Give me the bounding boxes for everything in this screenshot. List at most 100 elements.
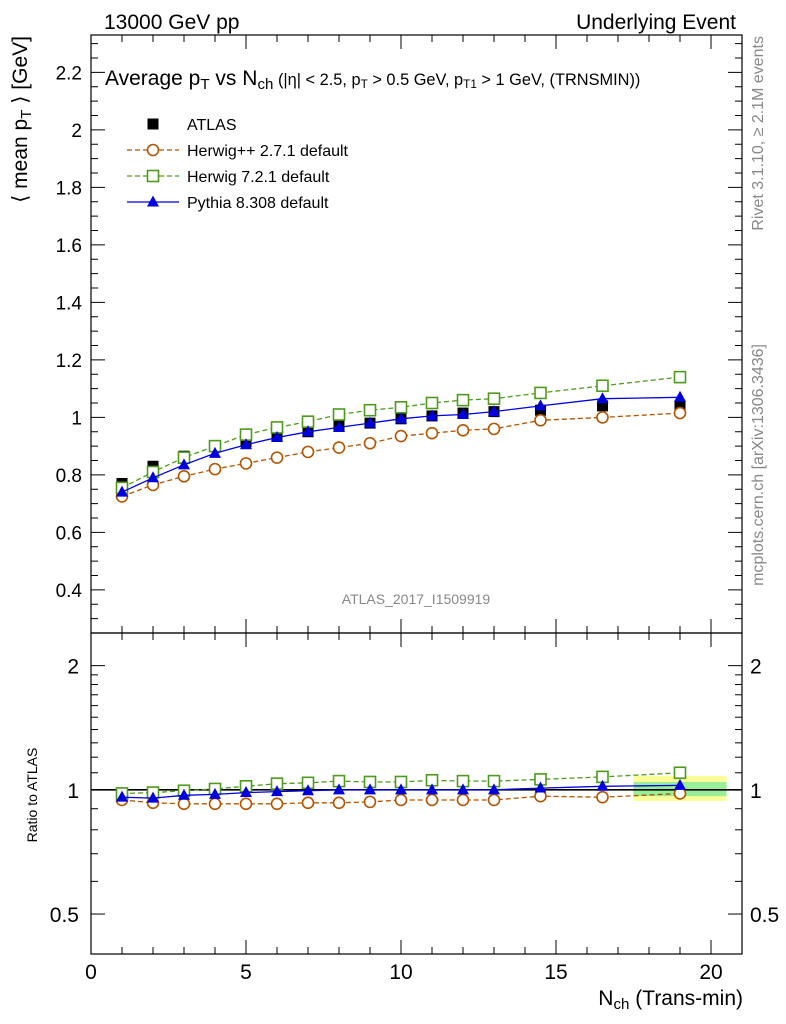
text-part: vs N	[210, 67, 258, 90]
series-line-herwig-2-7-1-default	[121, 412, 681, 498]
ratio-point	[673, 766, 687, 780]
ratio-point	[178, 788, 190, 800]
data-point	[487, 422, 501, 436]
text-part: T1	[463, 78, 477, 91]
ratio-point	[333, 783, 345, 795]
ratio-point	[363, 795, 377, 809]
x-tick-label: 15	[544, 961, 567, 984]
x-axis-label: Nch (Trans-min)	[598, 987, 743, 1013]
x-tick-label: 10	[389, 961, 412, 984]
legend-marker	[147, 118, 159, 130]
ratio-point	[457, 783, 469, 795]
data-point	[301, 445, 315, 459]
mcplots-label: mcplots.cern.ch [arXiv:1306.3436]	[750, 344, 767, 586]
data-point	[456, 424, 470, 437]
data-point	[333, 420, 345, 432]
main-panel: 0.4 0.6 0.8 1 1.2 1.4 1.6 1.8 2 2.2 ATLAS_2017_I1…	[9, 34, 743, 634]
series-line-herwig-7-2-1-default	[121, 376, 681, 489]
ratio-point	[426, 783, 438, 795]
ratio-y-axis-label: Ratio to ATLAS	[24, 748, 40, 843]
legend-label: ATLAS	[187, 117, 237, 134]
data-point	[364, 416, 376, 428]
ratio-point	[488, 783, 500, 795]
text-part: > 0.5 GeV, p	[368, 71, 463, 89]
legend-entry-herwig-7-2-1-default: Herwig 7.2.1 default	[127, 169, 330, 186]
text-part: N	[598, 987, 613, 1010]
ratio-point	[301, 796, 315, 810]
y-tick-label: 1	[71, 408, 82, 429]
y-tick-label: 1.4	[56, 293, 83, 314]
ratio-point	[177, 797, 191, 811]
data-point	[425, 426, 439, 440]
legend-entry-pythia-8-308-default: Pythia 8.308 default	[127, 195, 329, 212]
ratio-point	[270, 797, 284, 811]
x-tick-label: 0	[85, 961, 97, 984]
legend: ATLAS Herwig++ 2.7.1 default Herwig 7.2.1 …	[127, 117, 349, 212]
ratio-point	[534, 781, 547, 793]
ratio-line-pythia-8-308-default	[121, 784, 681, 799]
data-point	[363, 403, 377, 417]
legend-label: Pythia 8.308 default	[187, 195, 329, 212]
y-tick-label: 1.6	[56, 236, 82, 257]
ratio-point	[596, 790, 609, 804]
ratio-y-tick-label: 1	[67, 780, 79, 803]
data-point	[673, 406, 687, 420]
rivet-version-label: Rivet 3.1.10, ≥ 2.1M events	[750, 36, 767, 231]
text-part: ⟨ mean p	[9, 119, 32, 203]
ratio-point	[147, 791, 159, 803]
text-part: (|η| < 2.5, p	[273, 71, 360, 89]
text-part: > 1 GeV, (TRNSMIN))	[477, 71, 640, 89]
ratio-point	[239, 797, 253, 811]
header-left-label: 13000 GeV pp	[104, 11, 239, 34]
ratio-point	[116, 790, 128, 802]
data-point	[394, 429, 408, 443]
y-tick-label: 2.2	[56, 63, 82, 84]
ratio-series-pythia-8-308-default	[116, 778, 686, 803]
ratio-point	[364, 783, 376, 795]
series-line-pythia-8-308-default	[121, 396, 681, 493]
data-point	[674, 390, 686, 402]
plot-title: Average pT vs Nch (|η| < 2.5, pT > 0.5 G…	[105, 67, 640, 93]
data-point	[332, 441, 346, 454]
data-point	[534, 413, 547, 427]
series-herwig-2-7-1-default	[115, 406, 687, 503]
data-point	[332, 408, 346, 421]
ratio-plot-frame	[90, 632, 743, 955]
ratio-point	[395, 783, 407, 795]
data-point	[597, 400, 608, 412]
data-point	[456, 393, 470, 407]
ratio-y-tick-label: 0.5	[50, 904, 79, 927]
data-point	[596, 411, 609, 424]
analysis-watermark: ATLAS_2017_I1509919	[342, 591, 491, 607]
ratio-point	[487, 793, 501, 807]
legend-marker	[146, 169, 160, 183]
y-tick-label: 0.4	[56, 581, 83, 602]
ratio-point	[302, 784, 314, 796]
data-point	[457, 408, 469, 419]
data-point	[534, 399, 547, 411]
y-tick-label: 1.8	[56, 178, 82, 199]
data-point	[426, 409, 438, 421]
text-part: T	[18, 110, 35, 119]
data-point	[178, 458, 190, 470]
data-point	[177, 470, 191, 483]
ratio-series-layer	[91, 766, 742, 811]
x-tick-label: 20	[699, 961, 722, 984]
y-tick-label: 0.8	[56, 466, 82, 487]
data-point	[596, 379, 609, 393]
data-point	[673, 370, 687, 384]
ratio-point	[208, 797, 222, 811]
text-part: ⟩ [GeV]	[9, 36, 32, 110]
header-right-label: Underlying Event	[576, 11, 736, 34]
data-point	[534, 386, 547, 400]
ratio-point	[674, 778, 686, 790]
data-point	[240, 438, 252, 450]
text-part: (Trans-min)	[629, 987, 743, 1010]
text-part: ch	[257, 76, 273, 93]
legend-entry-herwig-2-7-1-default: Herwig++ 2.7.1 default	[127, 143, 349, 160]
legend-label: Herwig 7.2.1 default	[187, 169, 330, 186]
ratio-y-tick-label-right: 2	[750, 656, 762, 679]
main-axis-layer: 0.4 0.6 0.8 1 1.2 1.4 1.6 1.8 2 2.2	[56, 35, 743, 634]
text-part: T	[361, 78, 368, 91]
series-pythia-8-308-default	[116, 390, 686, 497]
